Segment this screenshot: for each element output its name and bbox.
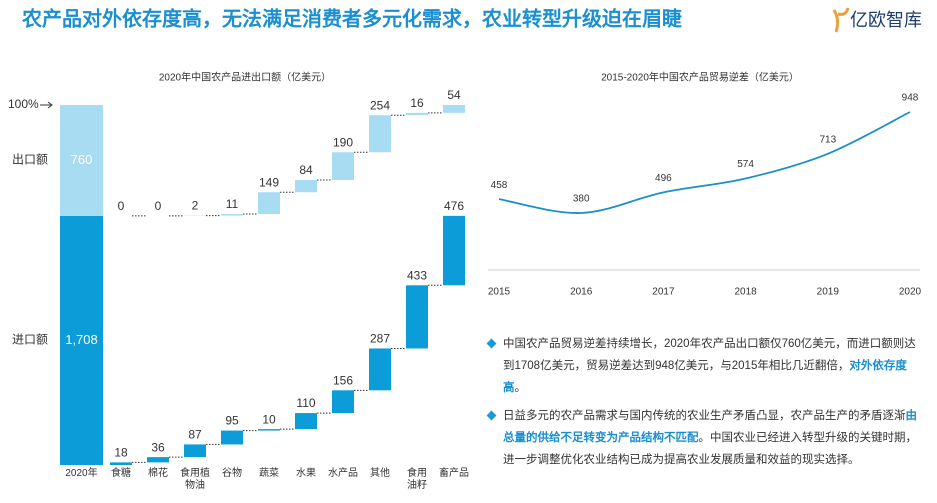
text: 。中国农业已经进入转型升级的关键时期，进一步调整优化农业结构已成为提高农业发展质… <box>503 432 917 466</box>
bar <box>443 215 465 286</box>
bullet: 中国农产品贸易逆差持续增长，2020年农产品出口额仅760亿美元，而进口额则达到… <box>487 333 925 399</box>
value-label: 2 <box>192 199 199 213</box>
total-label: 760 <box>71 152 93 167</box>
top-label: 100% <box>8 97 39 111</box>
text: 。 <box>514 382 527 394</box>
value-label: 476 <box>444 199 464 213</box>
x-tick-label: 食用 油籽 <box>407 468 427 491</box>
value-label: 149 <box>259 175 279 189</box>
x-tick-label: 2017 <box>652 287 675 298</box>
x-tick-label: 蔬菜 <box>259 468 279 479</box>
bar <box>369 348 391 391</box>
value-label: 713 <box>819 134 836 145</box>
line <box>498 111 911 214</box>
highlight: 对外依存度高 <box>503 360 907 394</box>
x-tick-label: 棉花 <box>148 468 168 479</box>
value-label: 54 <box>447 88 461 102</box>
total-bar <box>60 105 103 216</box>
value-label: 156 <box>333 373 353 387</box>
x-tick-label: 谷物 <box>222 468 242 479</box>
total-bar <box>60 215 103 465</box>
text: 日益多元的农产品需求与国内传统的农业生产矛盾凸显，农产品生产的矛盾逐渐 <box>503 410 906 422</box>
bar <box>369 115 391 153</box>
bar <box>295 413 317 430</box>
bullets: 中国农产品贸易逆差持续增长，2020年农产品出口额仅760亿美元，而进口额则达到… <box>487 333 925 477</box>
value-label: 458 <box>491 180 508 191</box>
bar <box>221 430 243 445</box>
chart-title: 2015-2020年中国农产品贸易逆差（亿美元） <box>601 71 799 84</box>
value-label: 380 <box>573 194 590 205</box>
arrow <box>40 101 53 109</box>
value-label: 433 <box>407 268 427 282</box>
value-label: 948 <box>902 93 919 104</box>
slide-title: 农产品对外依存度高，无法满足消费者多元化需求，农业转型升级迫在眉睫 <box>21 6 682 30</box>
bar <box>221 213 243 216</box>
value-label: 10 <box>262 412 276 426</box>
bar <box>332 390 354 414</box>
bar <box>110 462 132 465</box>
x-tick-label: 2015 <box>488 287 511 298</box>
bar <box>406 112 428 116</box>
value-label: 110 <box>296 396 315 410</box>
value-label: 254 <box>370 98 390 112</box>
value-label: 95 <box>225 414 239 428</box>
value-label: 16 <box>410 96 424 110</box>
logo: 亿欧智库 <box>850 10 922 30</box>
value-label: 36 <box>151 440 165 454</box>
value-label: 190 <box>333 135 353 149</box>
total-label: 1,708 <box>65 332 98 347</box>
value-label: 574 <box>737 159 754 170</box>
x-tick-label: 2020年 <box>65 468 98 479</box>
x-tick-label: 2020 <box>899 287 922 298</box>
value-label: 87 <box>188 428 202 442</box>
bar <box>258 192 280 214</box>
value-label: 0 <box>155 199 162 213</box>
bar <box>443 105 465 113</box>
x-tick-label: 畜产品 <box>439 468 469 479</box>
chart-title: 2020年中国农产品进出口额（亿美元） <box>159 71 331 84</box>
text: 中国农产品贸易逆差持续增长，2020年农产品出口额仅760亿美元，而进口额则达到… <box>503 338 916 372</box>
value-label: 18 <box>114 446 128 460</box>
bar <box>147 457 169 463</box>
x-tick-label: 其他 <box>370 468 390 479</box>
x-tick-label: 食糖 <box>111 468 131 479</box>
bar <box>406 285 428 349</box>
bar <box>184 444 206 458</box>
x-tick-label: 2018 <box>734 287 757 298</box>
x-tick-label: 2019 <box>817 287 840 298</box>
x-tick-label: 水果 <box>296 468 316 479</box>
value-label: 84 <box>299 163 313 177</box>
x-tick-label: 2016 <box>570 287 593 298</box>
bar <box>332 152 354 180</box>
highlight: 由总量的供给不足转变为产品结构不匹配 <box>503 410 917 444</box>
bullet: 日益多元的农产品需求与国内传统的农业生产矛盾凸显，农产品生产的矛盾逐渐由总量的供… <box>487 405 925 471</box>
value-label: 11 <box>226 197 239 211</box>
bar <box>295 179 317 193</box>
bar <box>258 429 280 431</box>
series-label: 出口额 <box>12 153 48 167</box>
value-label: 287 <box>370 332 390 346</box>
x-tick-label: 食用植 物油 <box>180 468 210 491</box>
logo-icon <box>832 7 850 33</box>
value-label: 496 <box>655 173 672 184</box>
value-label: 0 <box>118 199 125 213</box>
series-label: 进口额 <box>12 333 48 347</box>
x-tick-label: 水产品 <box>328 468 358 479</box>
